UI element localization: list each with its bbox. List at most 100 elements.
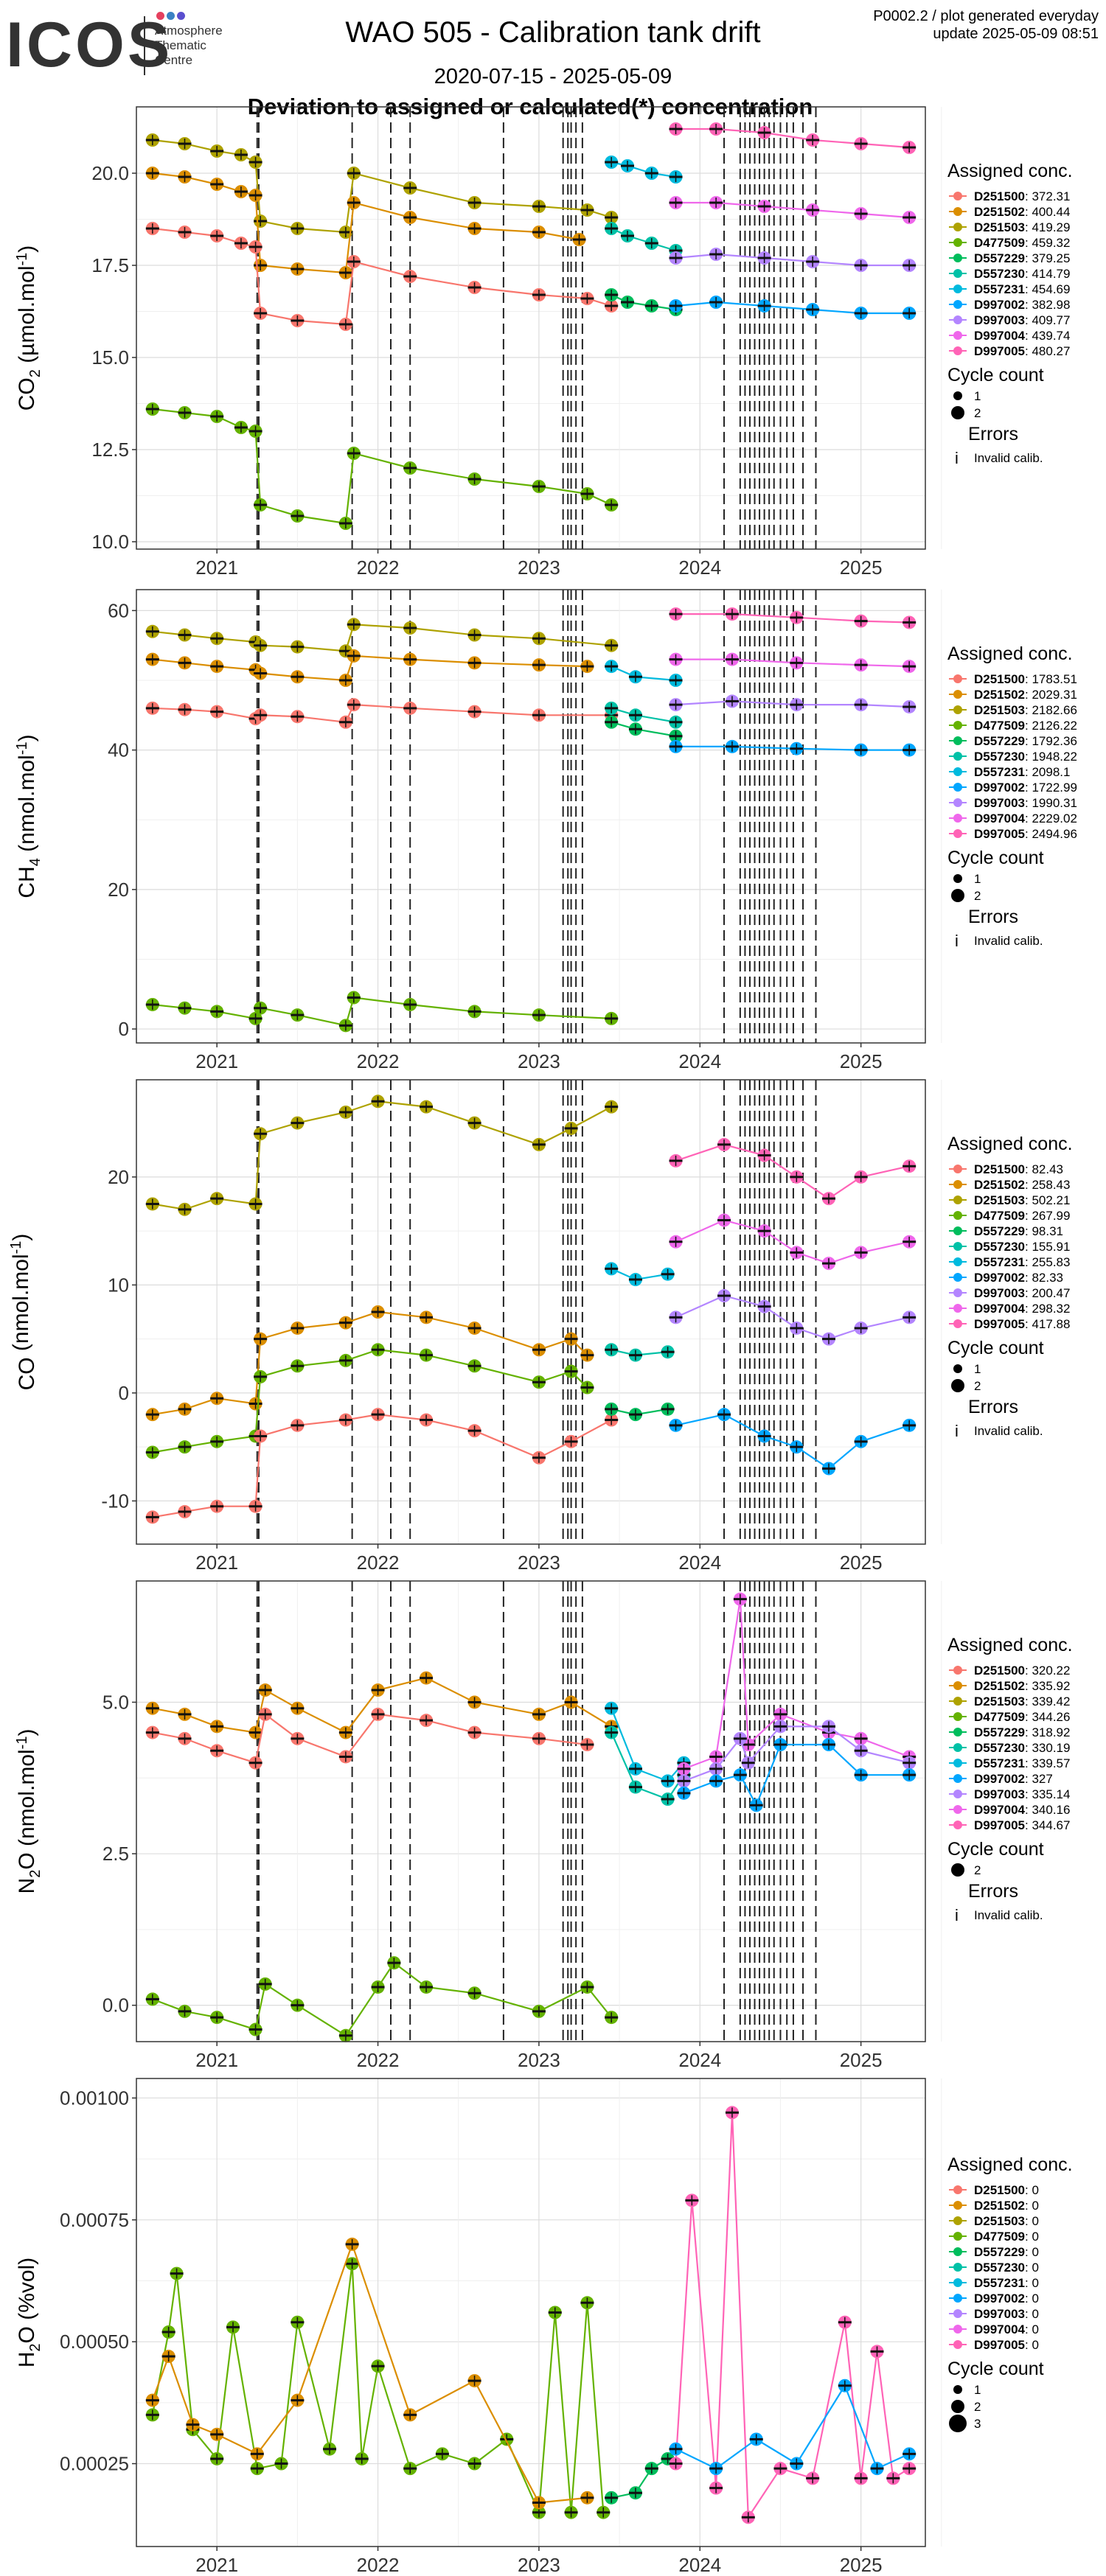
series-line-D557230: [611, 228, 676, 252]
y-tick-label: 2.5: [102, 1843, 129, 1865]
legend-entry: D477509: 459.32: [974, 236, 1070, 250]
legend-tank-id: D251502: [974, 205, 1025, 219]
y-tick-label: 17.5: [91, 254, 129, 276]
x-tick-label: 2025: [840, 556, 883, 579]
legend-swatch-point: [953, 1195, 962, 1204]
legend-swatch-point: [953, 1180, 962, 1189]
legend-swatch-point: [953, 690, 962, 699]
legend-entry: D557229: 0: [974, 2245, 1039, 2259]
legend-errors-title: Errors: [968, 907, 1018, 927]
x-tick-label: 2023: [518, 2554, 560, 2576]
legend-assigned-value: : 480.27: [1025, 344, 1070, 358]
legend-swatch-point: [953, 331, 962, 340]
invalid-calib-icon: i: [955, 1906, 959, 1924]
x-tick-label: 2021: [195, 2554, 238, 2576]
legend-assigned-value: : 0: [1025, 2338, 1039, 2352]
legend-assigned-value: : 0: [1025, 2261, 1039, 2275]
legend-tank-id: D997005: [974, 1818, 1025, 1832]
legend-errors-label: Invalid calib.: [974, 1424, 1043, 1438]
legend-swatch-point: [953, 238, 962, 247]
legend-tank-id: D251502: [974, 2199, 1025, 2213]
meta-line-1: P0002.2 / plot generated everyday: [873, 8, 1099, 24]
legend-assigned-value: : 2229.02: [1025, 811, 1077, 825]
date-range: 2020-07-15 - 2025-05-09: [434, 65, 672, 88]
y-axis-label-part: 2: [27, 369, 44, 377]
legend-swatch-point: [953, 285, 962, 293]
legend-tank-id: D997005: [974, 344, 1025, 358]
x-tick-label: 2021: [195, 1551, 238, 1574]
y-axis-label: CO2 (µmol.mol-1): [14, 245, 44, 411]
legend-entry: D557231: 339.57: [974, 1756, 1070, 1770]
series-line-D557231: [611, 666, 676, 682]
page-title: WAO 505 - Calibration tank drift: [345, 16, 761, 49]
legend-entry: D251502: 335.92: [974, 1679, 1070, 1693]
legend-tank-id: D557231: [974, 1255, 1025, 1269]
legend-swatch-point: [953, 1712, 962, 1721]
legend-assigned-value: : 372.31: [1025, 189, 1070, 203]
legend-assigned-value: : 344.67: [1025, 1818, 1070, 1832]
legend-assigned-value: : 2098.1: [1025, 765, 1070, 779]
legend-tank-id: D557229: [974, 1224, 1025, 1238]
y-axis-label: CH4 (nmol.mol-1): [14, 734, 44, 898]
legend-swatch-point: [953, 1805, 962, 1814]
legend-tank-id: D997002: [974, 298, 1025, 312]
panel-co2: 10.0 12.5 15.0 17.5 20.0 2021 2022 2023 2024 2025…: [14, 106, 1073, 579]
legend-tank-id: D251502: [974, 1679, 1025, 1693]
legend-swatch-point: [953, 300, 962, 309]
legend-tank-id: D997002: [974, 1772, 1025, 1786]
legend-tank-id: D251500: [974, 189, 1025, 203]
legend-assigned-value: : 459.32: [1025, 236, 1070, 250]
legend-entry: D997005: 480.27: [974, 344, 1070, 358]
legend-tank-id: D557231: [974, 1756, 1025, 1770]
legend-swatch-point: [953, 346, 962, 355]
legend-swatch-point: [953, 2325, 962, 2334]
meta-line-2: update 2025-05-09 08:51: [933, 26, 1099, 42]
legend-tank-id: D997002: [974, 2291, 1025, 2306]
legend-tank-id: D251500: [974, 1162, 1025, 1176]
legend-entry: D557231: 0: [974, 2276, 1039, 2290]
y-axis-label-part: -1: [8, 1241, 24, 1254]
plot-frame: [136, 1580, 926, 2042]
x-tick-label: 2024: [678, 2049, 721, 2071]
legend-tank-id: D557229: [974, 734, 1025, 748]
series-line-D557230: [611, 1732, 685, 1801]
legend-assigned-value: : 0: [1025, 2291, 1039, 2306]
legend-swatch-point: [953, 736, 962, 745]
y-tick-label: 10: [108, 1274, 129, 1296]
legend-assigned-value: : 335.14: [1025, 1787, 1070, 1801]
legend-swatch-point: [953, 2232, 962, 2241]
x-tick-label: 2022: [357, 1050, 400, 1072]
legend-swatch-point: [953, 1273, 962, 1282]
legend-entry: D997002: 1722.99: [974, 781, 1077, 795]
legend-tank-id: D997004: [974, 329, 1026, 343]
legend-swatch-point: [953, 2294, 962, 2303]
legend-swatch-point: [953, 783, 962, 792]
legend-tank-id: D557230: [974, 1741, 1025, 1755]
legend-entry: D557229: 1792.36: [974, 734, 1077, 748]
legend-assigned-value: : 400.44: [1025, 205, 1070, 219]
x-tick-label: 2024: [678, 556, 721, 579]
legend-swatch-point: [953, 1759, 962, 1767]
x-tick-label: 2024: [678, 1551, 721, 1574]
logo-dots-icon: [156, 10, 187, 24]
x-tick-label: 2025: [840, 1050, 883, 1072]
legend-entry: D557231: 454.69: [974, 282, 1070, 296]
legend-assigned-value: : 2182.66: [1025, 703, 1077, 717]
legend-entry: D997004: 298.32: [974, 1302, 1070, 1316]
y-axis-label-part: N: [15, 1878, 39, 1894]
legend-entry: D251500: 1783.51: [974, 672, 1077, 686]
legend-entry: D997004: 2229.02: [974, 811, 1077, 825]
legend-entry: D557230: 1948.22: [974, 750, 1077, 764]
series-line-D997002: [675, 301, 910, 315]
y-tick-label: 15.0: [91, 346, 129, 369]
legend-tank-id: D477509: [974, 719, 1025, 733]
legend-cycle-point: [949, 2415, 967, 2432]
y-tick-label: 60: [108, 599, 129, 621]
y-axis-label-part: -1: [14, 253, 30, 266]
legend-swatch-point: [953, 1319, 962, 1328]
legend-swatch-point: [953, 1728, 962, 1736]
legend-assigned-value: : 1990.31: [1025, 796, 1077, 810]
legend-assigned-value: : 327: [1025, 1772, 1053, 1786]
